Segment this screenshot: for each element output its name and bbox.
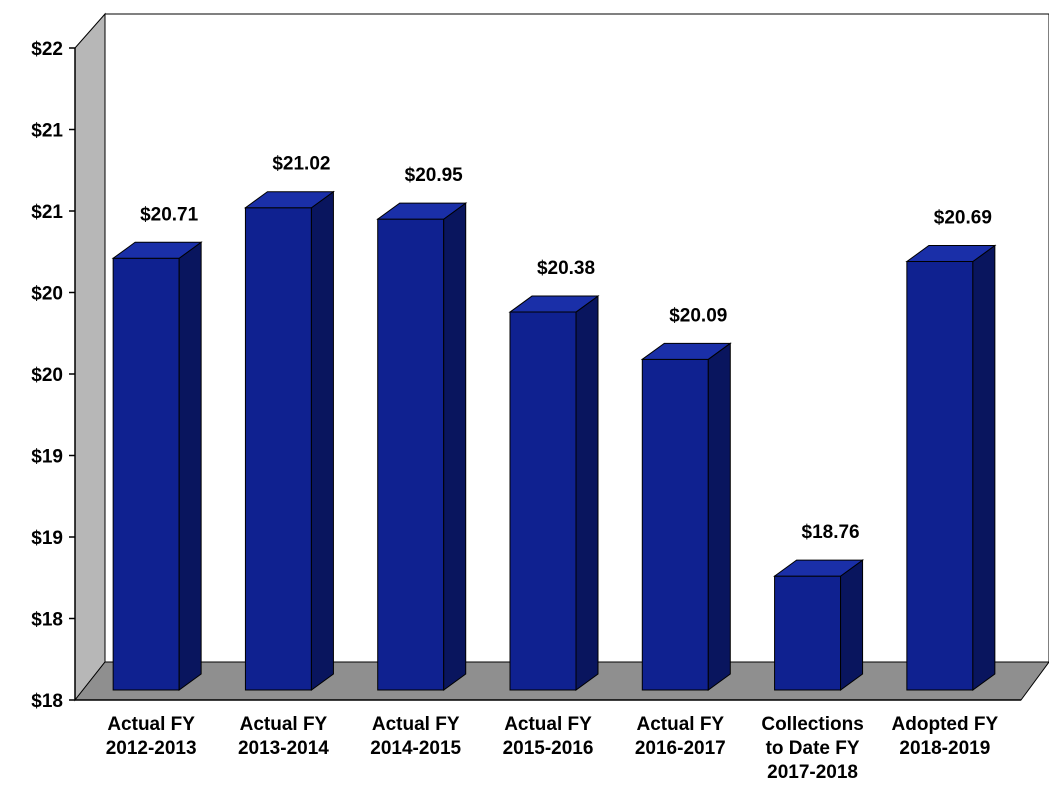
y-tick-label: $21 <box>31 202 63 223</box>
bar-front <box>377 218 445 691</box>
y-tick-label: $20 <box>31 365 63 386</box>
data-label: $20.69 <box>934 208 992 229</box>
bar-top <box>111 241 203 259</box>
bar <box>376 202 468 691</box>
x-tick-label: Actual FY <box>372 714 460 735</box>
bar-front <box>112 257 180 691</box>
x-tick-label: Collections <box>761 714 863 735</box>
x-tick-label: 2015-2016 <box>503 738 594 759</box>
bar-front <box>509 311 577 691</box>
x-tick-label: Actual FY <box>504 714 592 735</box>
data-label: $20.09 <box>669 305 727 326</box>
y-tick-label: $18 <box>31 610 63 631</box>
bar-side <box>178 241 202 691</box>
x-tick-label: 2012-2013 <box>106 738 197 759</box>
bar <box>773 559 865 691</box>
side-wall <box>74 12 106 702</box>
bar-top <box>508 295 600 313</box>
bar-front <box>906 261 974 691</box>
x-axis: Actual FY 2012-2013 Actual FY 2013-2014 Actu… <box>75 699 1021 783</box>
bar-front <box>641 358 709 691</box>
bar-top <box>243 191 335 209</box>
bar-top <box>905 245 997 263</box>
bar-side <box>840 559 864 691</box>
bar-side <box>443 202 467 691</box>
bar <box>111 241 203 691</box>
y-tick-label: $19 <box>31 528 63 549</box>
y-tick-label: $19 <box>31 447 63 468</box>
x-tick-label: 2013-2014 <box>238 738 329 759</box>
bars <box>111 190 997 691</box>
bar-side <box>575 295 599 691</box>
x-tick-label: 2016-2017 <box>635 738 726 759</box>
y-tick-label: $21 <box>31 121 63 142</box>
x-tick-label: Actual FY <box>636 714 724 735</box>
data-labels: $20.71 $21.02 $20.95 $20.38 $20.09 $18.76 $20.… <box>140 154 992 543</box>
bar-top <box>376 202 468 220</box>
bar-side <box>972 244 996 691</box>
x-tick-label: 2014-2015 <box>370 738 461 759</box>
bar <box>243 190 335 691</box>
bar-front <box>244 207 312 691</box>
x-tick-label: 2017-2018 <box>767 762 858 783</box>
data-label: $20.95 <box>405 165 464 186</box>
data-label: $20.38 <box>537 258 595 279</box>
bar <box>508 295 600 691</box>
bar <box>905 244 997 691</box>
y-tick-label: $18 <box>31 691 63 712</box>
bar-side <box>310 190 334 691</box>
data-label: $18.76 <box>802 522 860 543</box>
x-tick-label: 2018-2019 <box>899 738 990 759</box>
y-axis: $18 $18 $19 $19 $20 $20 $21 $21 $22 <box>31 39 76 712</box>
y-tick-label: $22 <box>31 39 63 60</box>
bar-top <box>640 342 732 360</box>
data-label: $20.71 <box>140 204 199 225</box>
bar-front <box>774 575 842 691</box>
x-tick-label: Actual FY <box>240 714 328 735</box>
bar-side <box>707 342 731 691</box>
bar <box>640 342 732 691</box>
y-tick-label: $20 <box>31 284 63 305</box>
x-tick-label: to Date FY <box>766 738 860 759</box>
x-tick-label: Adopted FY <box>892 714 999 735</box>
data-label: $21.02 <box>272 154 330 175</box>
bar-top <box>773 559 865 577</box>
x-tick-label: Actual FY <box>107 714 195 735</box>
